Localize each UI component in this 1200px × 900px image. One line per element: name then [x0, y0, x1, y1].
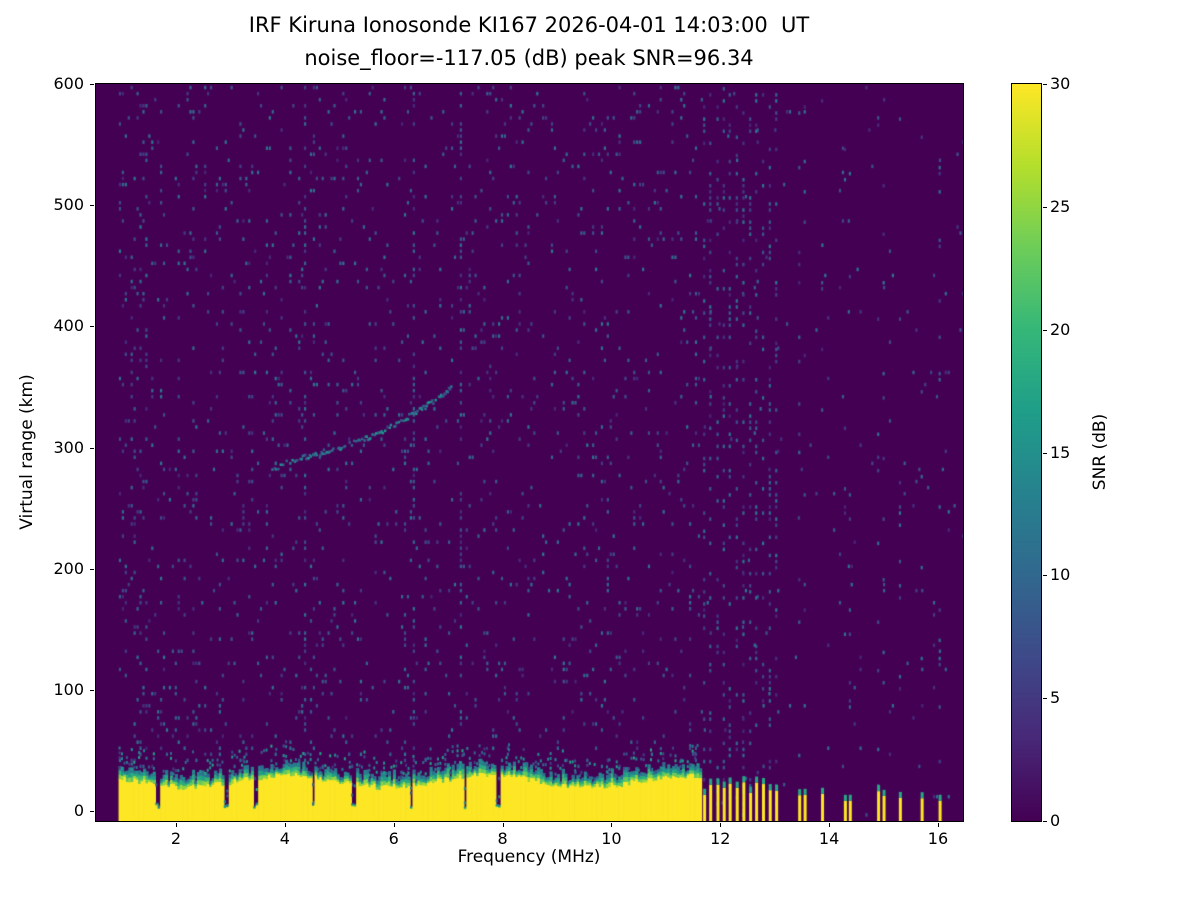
colorbar-tick-label: 15 — [1050, 442, 1071, 462]
colorbar-canvas — [1012, 84, 1041, 821]
x-tick-mark — [937, 823, 939, 827]
x-tick-label: 10 — [601, 829, 622, 848]
x-tick-mark — [393, 823, 395, 827]
x-tick-label: 4 — [279, 829, 290, 848]
y-tick-label: 100 — [53, 680, 84, 700]
x-tick-mark — [611, 823, 613, 827]
x-tick-label: 2 — [170, 829, 182, 848]
colorbar-tick-mark — [1043, 575, 1047, 577]
colorbar-tick-mark — [1043, 329, 1047, 331]
y-tick-mark — [90, 205, 94, 207]
y-tick-label: 300 — [53, 437, 84, 457]
y-tick-label: 500 — [53, 195, 84, 215]
colorbar-tick-label: 20 — [1050, 319, 1071, 339]
y-tick-mark — [90, 811, 94, 813]
y-tick-mark — [90, 568, 94, 570]
x-tick-mark — [176, 823, 177, 827]
colorbar-tick-mark — [1043, 452, 1047, 454]
x-tick-mark — [502, 823, 504, 827]
y-tick-label: 0 — [73, 801, 84, 821]
y-tick-label: 200 — [53, 558, 84, 578]
chart-title: IRF Kiruna Ionosonde KI167 2026-04-01 14… — [248, 13, 810, 37]
colorbar-tick-mark — [1043, 206, 1047, 208]
plot-area — [95, 83, 964, 822]
y-tick-mark — [90, 326, 94, 328]
colorbar-tick-label: 5 — [1050, 688, 1061, 708]
colorbar-tick-label: 30 — [1050, 74, 1071, 93]
x-tick-mark — [284, 823, 286, 827]
x-tick-label: 16 — [927, 829, 949, 848]
ionogram-canvas — [96, 84, 963, 821]
colorbar-tick-label: 25 — [1050, 196, 1071, 216]
colorbar-label: SNR (dB) — [1090, 413, 1110, 491]
x-tick-mark — [829, 823, 831, 827]
y-tick-label: 600 — [53, 74, 84, 93]
colorbar-tick-mark — [1043, 821, 1047, 822]
colorbar — [1011, 83, 1042, 822]
x-tick-label: 12 — [710, 829, 731, 848]
colorbar-tick-mark — [1043, 698, 1047, 700]
y-tick-label: 400 — [53, 316, 84, 336]
y-tick-mark — [90, 690, 94, 692]
x-tick-label: 14 — [818, 829, 840, 848]
x-tick-mark — [720, 823, 722, 827]
x-axis-label: Frequency (MHz) — [457, 847, 601, 867]
x-tick-label: 6 — [388, 829, 399, 848]
y-tick-mark — [90, 447, 94, 449]
colorbar-tick-label: 10 — [1050, 565, 1071, 585]
y-tick-mark — [90, 84, 94, 85]
chart-subtitle: noise_floor=-117.05 (dB) peak SNR=96.34 — [304, 46, 754, 70]
x-tick-label: 8 — [497, 829, 508, 848]
colorbar-tick-mark — [1043, 84, 1047, 85]
colorbar-tick-label: 0 — [1050, 811, 1061, 830]
